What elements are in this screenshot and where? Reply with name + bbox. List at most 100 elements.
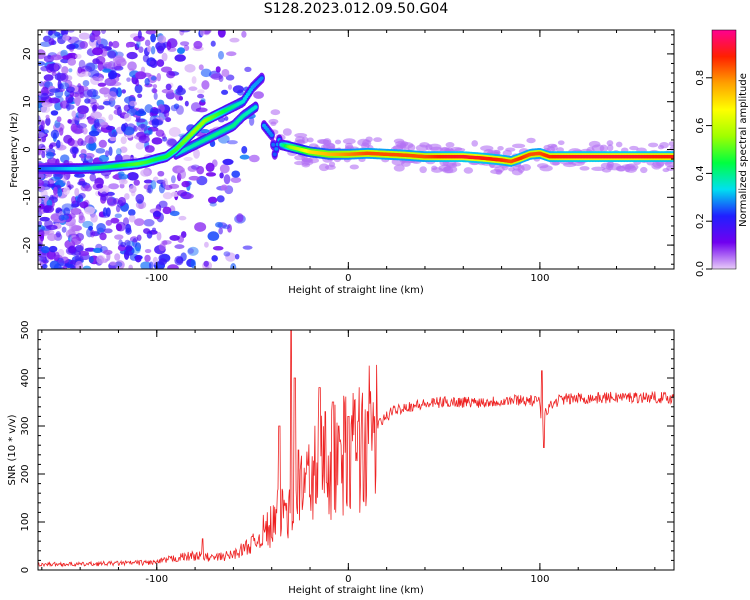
halo-blob <box>419 166 427 174</box>
y-tick-label: 500 <box>20 320 31 339</box>
main-ridge-low-core <box>259 76 264 80</box>
noise-blob <box>187 248 194 254</box>
noise-blob <box>205 172 217 177</box>
noise-blob <box>121 123 127 132</box>
halo-blob <box>396 143 407 149</box>
noise-blob <box>173 103 180 110</box>
noise-blob <box>41 150 46 159</box>
noise-blob <box>114 234 124 240</box>
noise-blob <box>84 98 91 104</box>
noise-blob <box>115 260 125 269</box>
noise-blob <box>138 108 145 114</box>
halo-blob <box>659 141 669 149</box>
noise-blob <box>91 104 97 113</box>
noise-blob <box>46 199 53 207</box>
noise-blob <box>38 203 45 210</box>
noise-blob <box>161 52 168 62</box>
noise-blob <box>53 251 60 262</box>
noise-blob <box>63 134 73 144</box>
noise-blob <box>79 201 89 209</box>
noise-blob <box>78 59 86 69</box>
noise-blob <box>221 89 229 95</box>
noise-blob <box>100 191 108 202</box>
noise-blob <box>193 40 203 50</box>
noise-blob <box>38 115 41 125</box>
noise-blob <box>97 82 107 87</box>
y-tick-label: 100 <box>20 512 31 531</box>
noise-blob <box>38 196 43 204</box>
noise-blob <box>135 142 145 150</box>
colorbar-tick-label: 0.0 <box>695 261 706 277</box>
noise-blob <box>84 206 96 215</box>
noise-blob <box>73 96 82 104</box>
noise-blob <box>63 207 71 216</box>
noise-blob <box>62 175 67 184</box>
halo-blob <box>334 139 342 145</box>
noise-blob <box>150 76 157 81</box>
noise-blob <box>99 232 107 241</box>
noise-blob <box>60 214 70 221</box>
noise-blob <box>142 54 150 63</box>
noise-blob <box>162 136 168 142</box>
noise-blob <box>110 217 120 224</box>
noise-blob <box>43 74 54 81</box>
halo-blob <box>463 167 474 174</box>
noise-blob <box>131 247 141 254</box>
noise-blob <box>47 157 58 165</box>
noise-blob <box>239 154 250 160</box>
noise-blob <box>158 183 165 194</box>
noise-blob <box>108 114 114 121</box>
noise-blob <box>150 179 157 190</box>
noise-blob <box>225 252 236 262</box>
noise-blob <box>84 134 97 144</box>
noise-blob <box>223 251 231 257</box>
halo-blob <box>270 109 281 116</box>
noise-blob <box>100 30 107 34</box>
colorbar-tick-label: 0.4 <box>695 165 706 181</box>
noise-blob <box>108 70 118 80</box>
noise-blob <box>126 51 138 60</box>
noise-blob <box>97 36 102 45</box>
noise-blob <box>109 261 117 266</box>
noise-blob <box>137 123 148 132</box>
noise-blob <box>230 177 242 184</box>
noise-blob <box>108 183 120 190</box>
noise-blob <box>155 129 165 137</box>
halo-blob <box>607 144 614 152</box>
noise-blob <box>49 88 61 93</box>
x-tick-label: -100 <box>145 273 168 284</box>
noise-blob <box>166 70 176 79</box>
noise-blob <box>217 50 225 60</box>
noise-blob <box>62 34 70 41</box>
noise-blob <box>90 111 103 119</box>
colorbar: 0.0 0.2 0.4 0.6 0.8 Normalized spectral ampl… <box>695 29 749 277</box>
halo-blob <box>648 142 659 148</box>
noise-blob <box>158 258 168 266</box>
noise-blob <box>50 214 60 221</box>
noise-blob <box>71 110 77 118</box>
noise-blob <box>82 265 92 269</box>
noise-blob <box>76 196 81 207</box>
halo-blob <box>454 147 466 152</box>
noise-blob <box>99 87 111 95</box>
noise-blob <box>71 196 77 204</box>
noise-blob <box>61 226 67 233</box>
noise-blob <box>46 224 58 231</box>
noise-blob <box>128 185 137 194</box>
noise-blob <box>40 120 45 131</box>
y-tick-label: 10 <box>22 95 33 108</box>
noise-blob <box>215 221 223 228</box>
noise-blob <box>107 91 117 101</box>
snr-ticks: -100 0 100 0 100 200 300 400 500 <box>20 320 674 585</box>
halo-blob <box>349 164 359 170</box>
noise-blob <box>123 104 131 112</box>
noise-blob <box>224 116 229 121</box>
noise-blob <box>65 229 76 239</box>
noise-blob <box>106 194 113 203</box>
noise-blob <box>74 255 84 264</box>
noise-blob <box>124 112 132 122</box>
noise-blob <box>169 234 180 241</box>
noise-blob <box>75 260 83 269</box>
snr-frame <box>37 329 675 571</box>
